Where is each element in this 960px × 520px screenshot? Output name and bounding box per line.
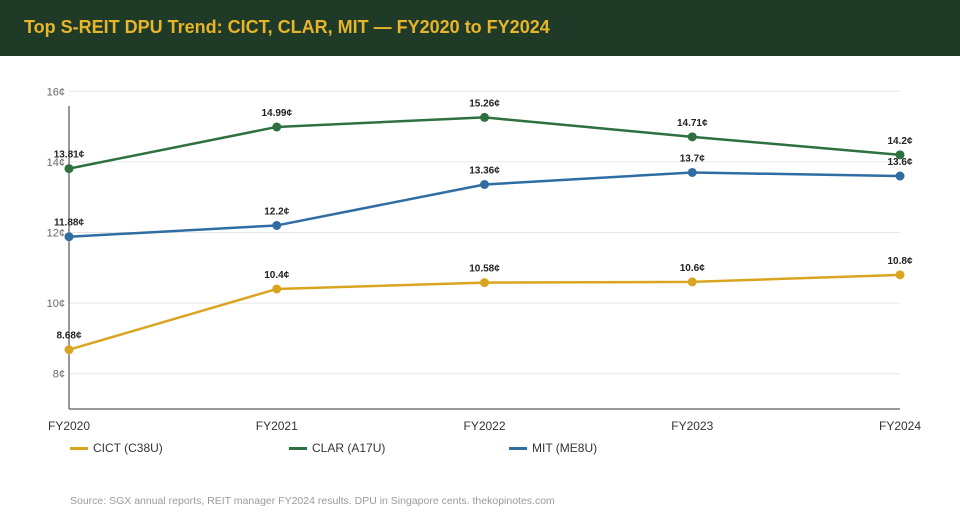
- data-label: 12.2¢: [264, 206, 289, 217]
- data-point: [272, 284, 282, 294]
- data-label: 14.2¢: [887, 136, 912, 147]
- x-tick-label: FY2023: [671, 419, 713, 433]
- data-point: [480, 112, 489, 122]
- data-label: 10.58¢: [469, 264, 500, 275]
- series-line-1: [68, 116, 901, 170]
- y-tick-label: 8¢: [53, 369, 65, 381]
- data-label: 10.8¢: [887, 256, 912, 267]
- legend-label-mit: MIT (ME8U): [532, 441, 598, 455]
- data-point: [687, 167, 697, 177]
- source-note: Source: SGX annual reports, REIT manager…: [70, 495, 555, 507]
- y-tick-label: 16¢: [47, 86, 65, 98]
- data-point: [895, 171, 905, 181]
- y-tick-label: 10¢: [47, 298, 65, 310]
- data-point: [64, 345, 74, 355]
- data-point: [480, 278, 489, 288]
- x-tick-label: FY2020: [48, 419, 90, 433]
- data-point: [64, 164, 74, 174]
- data-point: [64, 232, 74, 242]
- legend: CICT (C38U) CLAR (A17U) MIT (ME8U): [0, 440, 960, 456]
- legend-label-cict: CICT (C38U): [93, 441, 163, 455]
- legend-swatch-cict: [70, 446, 88, 450]
- data-label: 13.6¢: [887, 157, 912, 168]
- data-label: 10.4¢: [264, 270, 289, 281]
- chart-title: Top S-REIT DPU Trend: CICT, CLAR, MIT — …: [24, 17, 550, 37]
- y-tick-label: 12¢: [47, 228, 65, 240]
- data-point: [687, 132, 697, 142]
- data-point: [895, 150, 905, 160]
- data-label: 8.68¢: [56, 331, 81, 342]
- legend-item-cict: CICT (C38U): [70, 440, 163, 456]
- data-label: 13.7¢: [680, 153, 705, 164]
- x-tick-label: FY2022: [463, 419, 505, 433]
- title-bar: Top S-REIT DPU Trend: CICT, CLAR, MIT — …: [0, 0, 960, 56]
- data-point: [272, 220, 282, 230]
- y-tick-label: 14¢: [47, 157, 65, 169]
- data-label: 14.71¢: [677, 118, 708, 129]
- x-tick-label: FY2021: [256, 419, 298, 433]
- data-label: 14.99¢: [261, 108, 292, 119]
- x-tick-label: FY2024: [879, 419, 921, 433]
- data-label: 10.6¢: [680, 263, 705, 274]
- data-point: [480, 179, 489, 189]
- data-label: 11.88¢: [54, 218, 84, 229]
- data-point: [272, 122, 282, 132]
- line-chart: 8¢ 10¢ 12¢ 14¢ 16¢ FY2020 FY2021 FY2022 FY2023 FY…: [47, 86, 922, 433]
- legend-item-mit: MIT (ME8U): [509, 440, 597, 456]
- data-label: 13.36¢: [469, 165, 500, 176]
- data-point: [687, 277, 697, 287]
- data-label: 13.81¢: [54, 150, 85, 161]
- legend-swatch-mit: [509, 446, 527, 450]
- data-label: 15.26¢: [469, 98, 500, 109]
- legend-swatch-clar: [289, 446, 307, 450]
- data-point: [895, 270, 905, 280]
- legend-item-clar: CLAR (A17U): [289, 440, 385, 456]
- legend-label-clar: CLAR (A17U): [312, 441, 386, 455]
